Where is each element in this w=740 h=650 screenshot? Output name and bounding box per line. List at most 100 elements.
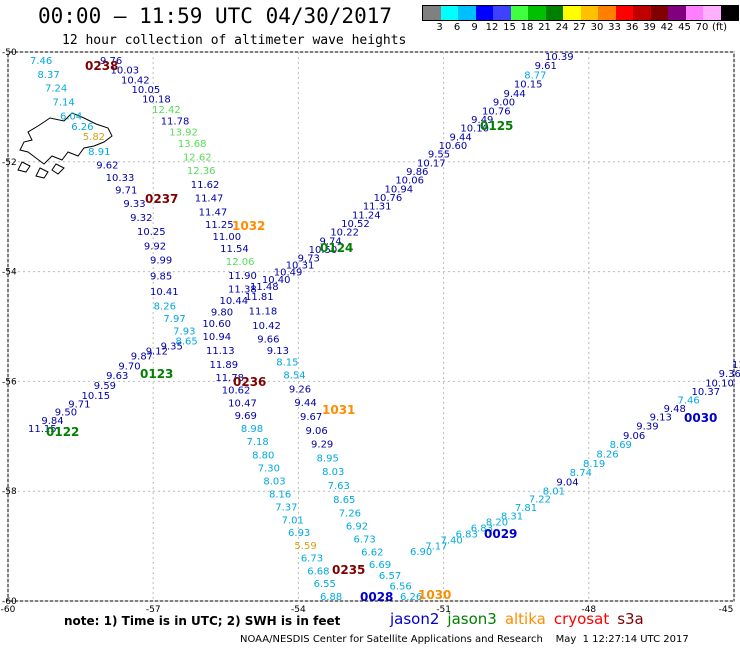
wave-height-label: 10.76 <box>374 193 403 204</box>
satellite-legend: jason2 jason3 altika cryosat s3a <box>390 610 652 628</box>
lon-tick-label: -54 <box>291 605 306 615</box>
wave-height-label: 7.30 <box>258 463 280 474</box>
color-scale-tick: 36 <box>625 22 639 33</box>
color-scale-bar <box>422 5 739 21</box>
wave-height-label: 9.44 <box>294 398 316 409</box>
wave-height-label: 9.61 <box>535 61 557 72</box>
wave-height-label: 9.00 <box>493 98 515 109</box>
wave-height-label: 10.15 <box>81 391 110 402</box>
wave-height-label: 11.78 <box>161 116 190 127</box>
wave-height-label: 7.40 <box>440 536 462 547</box>
wave-height-label: 10.18 <box>142 95 171 106</box>
color-swatch <box>545 6 563 20</box>
wave-height-label: 9.50 <box>55 408 77 419</box>
wave-height-label: 8.16 <box>269 490 291 501</box>
wave-height-label: 10.41 <box>150 287 179 298</box>
wave-height-label: 10.17 <box>417 158 446 169</box>
wave-height-label: 9.44 <box>504 89 526 100</box>
wave-height-label: 11.00 <box>213 232 242 243</box>
wave-height-label: 10.76 <box>482 106 511 117</box>
wave-height-label: 9.55 <box>428 150 450 161</box>
wave-height-label: 9.69 <box>235 411 257 422</box>
wave-height-label: 9.32 <box>130 213 152 224</box>
legend-cryosat: cryosat <box>553 610 610 628</box>
wave-height-label: 9.86 <box>406 167 428 178</box>
wave-height-label: 11.47 <box>195 194 224 205</box>
wave-height-label: 9.29 <box>311 440 333 451</box>
wave-height-label: 11.54 <box>220 244 249 255</box>
wave-height-label: 8.26 <box>596 450 618 461</box>
wave-height-label: 6.26 <box>400 592 422 603</box>
color-scale-tick: 18 <box>520 22 534 33</box>
wave-height-label: 7.97 <box>163 314 185 325</box>
color-scale-tick: 24 <box>555 22 569 33</box>
wave-height-label: 8.31 <box>501 511 523 522</box>
pass-label: 0122 <box>46 425 79 439</box>
wave-height-label: 6.73 <box>354 535 376 546</box>
pass-label: 0238 <box>85 59 118 73</box>
pass-label: 0030 <box>684 411 717 425</box>
wave-height-label: 9.44 <box>449 132 471 143</box>
wave-height-label: 12.36 <box>187 166 216 177</box>
wave-height-label: 9.62 <box>96 160 118 171</box>
color-scale-tick: 12 <box>485 22 499 33</box>
wave-height-label: 7.46 <box>678 395 700 406</box>
wave-height-label: 10.50 <box>309 245 338 256</box>
wave-height-label: 9.48 <box>664 404 686 415</box>
color-scale-tick: 30 <box>590 22 604 33</box>
wave-height-label: 9.85 <box>150 271 172 282</box>
wave-height-label: 8.74 <box>570 468 592 479</box>
wave-height-label: 6.68 <box>307 566 329 577</box>
wave-height-label: 9.67 <box>300 412 322 423</box>
wave-height-label: 7.17 <box>425 541 447 552</box>
lat-tick-label: -56 <box>2 377 17 387</box>
wave-height-label: 7.81 <box>515 503 537 514</box>
color-swatch <box>475 6 493 20</box>
wave-height-label: 7.01 <box>282 515 304 526</box>
map-frame <box>7 51 735 602</box>
wave-height-label: 11.24 <box>352 210 381 221</box>
wave-height-label: 8.15 <box>276 358 298 369</box>
wave-height-label: 6.92 <box>346 522 368 533</box>
wave-height-label: 10.39 <box>545 52 574 63</box>
wave-height-label: 7.18 <box>246 437 268 448</box>
wave-height-label: 6.55 <box>314 579 336 590</box>
track-e: 6.907.177.406.836.838.208.317.817.228.01… <box>410 360 740 558</box>
lat-tick-label: -60 <box>2 597 17 607</box>
color-scale-tick: 15 <box>503 22 516 33</box>
color-swatch <box>580 6 598 20</box>
track-c: 11.81 11.18 10.42 9.669.138.158.54 9.26 9.44 9… <box>245 292 422 603</box>
wave-height-label: 11.89 <box>209 360 238 371</box>
color-swatch <box>615 6 633 20</box>
wave-height-label: 11.78 <box>215 373 244 384</box>
wave-height-label: 5.82 <box>83 132 105 143</box>
lon-tick-label: -48 <box>581 605 596 615</box>
wave-height-label: 10.94 <box>203 332 232 343</box>
color-scale-tick: 45 <box>678 22 691 33</box>
wave-height-label: 6.56 <box>389 581 411 592</box>
wave-height-label: 7.14 <box>53 98 75 109</box>
wave-height-label: 10.40 <box>262 275 291 286</box>
lon-tick-label: -57 <box>146 605 161 615</box>
wave-height-label: 6.73 <box>301 554 323 565</box>
pass-label: 0237 <box>145 192 178 206</box>
wave-height-label: 8.65 <box>333 495 355 506</box>
wave-height-label: 9.59 <box>94 381 116 392</box>
wave-height-label: 11.62 <box>191 180 220 191</box>
color-scale-tick: 33 <box>608 22 621 33</box>
wave-height-label: 10.22 <box>330 228 359 239</box>
lon-tick-label: -45 <box>719 605 734 615</box>
wave-height-label: 10.60 <box>202 319 231 330</box>
lon-tick-label: -60 <box>1 605 16 615</box>
wave-height-label: 9.33 <box>123 199 145 210</box>
wave-height-label: 10.10 <box>460 124 489 135</box>
lon-tick-label: -51 <box>436 605 451 615</box>
wave-height-label: 6.93 <box>288 528 310 539</box>
wave-height-label: 10.42 <box>252 321 281 332</box>
lat-tick-label: -52 <box>2 158 17 168</box>
wave-height-label: 11.15 <box>28 424 57 435</box>
wave-height-label: 6.62 <box>361 547 383 558</box>
legend-altika: altika <box>504 610 546 628</box>
color-swatch <box>563 6 581 20</box>
wave-height-label: 9.06 <box>623 431 645 442</box>
